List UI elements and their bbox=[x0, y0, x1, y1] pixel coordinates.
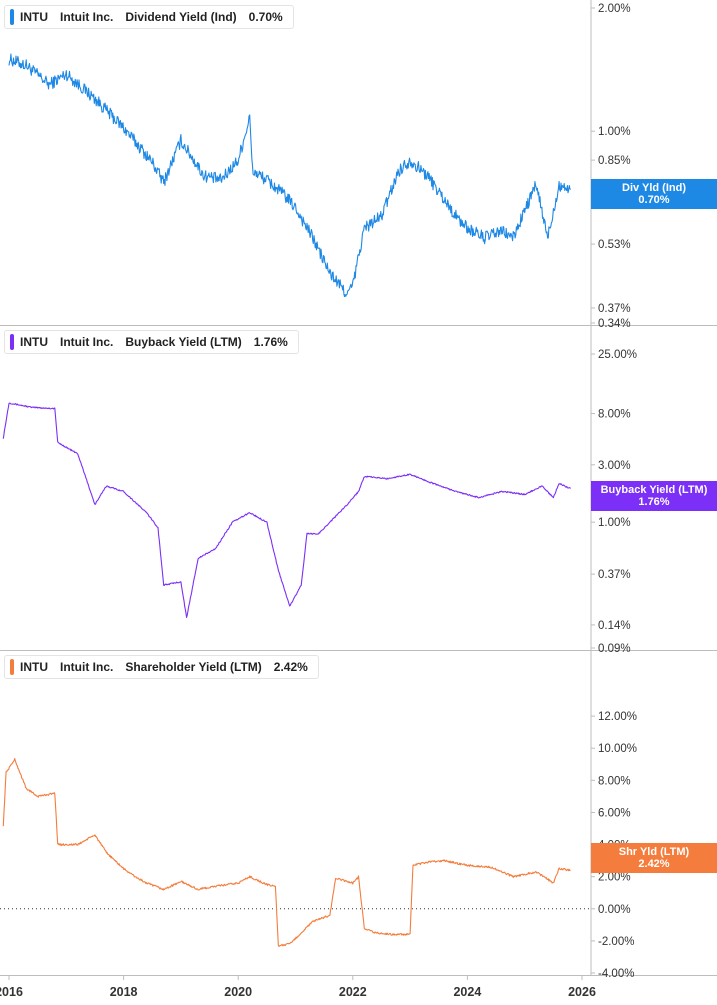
y-tick-label: 0.85% bbox=[598, 155, 631, 167]
y-tick-label: 8.00% bbox=[598, 775, 631, 787]
legend-metric: Shareholder Yield (LTM) bbox=[125, 660, 262, 674]
series-color-swatch bbox=[10, 659, 14, 675]
y-tick-label: 0.37% bbox=[598, 569, 631, 581]
flag-label: Div Yld (Ind) bbox=[622, 182, 686, 194]
buyback-yield-value-flag: Buyback Yield (LTM) 1.76% bbox=[591, 481, 717, 511]
shareholder-yield-panel: 12.00%10.00%8.00%6.00%4.00%2.00%0.00%-2.… bbox=[0, 711, 637, 980]
x-tick-label: 2024 bbox=[453, 985, 481, 999]
flag-value: 0.70% bbox=[638, 194, 670, 206]
legend-buyback-yield: INTU Intuit Inc. Buyback Yield (LTM) 1.7… bbox=[4, 330, 299, 354]
x-tick-label: 2026 bbox=[568, 985, 596, 999]
shareholder-yield-value-flag: Shr Yld (LTM) 2.42% bbox=[591, 843, 717, 873]
y-tick-label: 8.00% bbox=[598, 409, 631, 421]
y-tick-label: 12.00% bbox=[598, 711, 637, 723]
dividend-yield-panel: 2.00% 1.00% 0.85% 0.53% 0.37% 0.34% bbox=[8, 3, 631, 330]
legend-dividend-yield: INTU Intuit Inc. Dividend Yield (Ind) 0.… bbox=[4, 5, 294, 29]
series-line bbox=[2, 757, 571, 947]
flag-label: Shr Yld (LTM) bbox=[618, 846, 690, 858]
y-tick-label: 0.09% bbox=[598, 643, 631, 655]
y-tick-label: 0.37% bbox=[598, 303, 631, 315]
y-tick-label: 0.53% bbox=[598, 239, 631, 251]
series-color-swatch bbox=[10, 334, 14, 350]
x-tick-label: 2018 bbox=[110, 985, 138, 999]
flag-label: Buyback Yield (LTM) bbox=[600, 484, 708, 496]
legend-value: 1.76% bbox=[253, 335, 288, 349]
legend-ticker: INTU bbox=[20, 335, 48, 349]
series-line bbox=[2, 402, 571, 618]
dividend-yield-value-flag: Div Yld (Ind) 0.70% bbox=[591, 179, 717, 209]
y-tick-label: -2.00% bbox=[598, 936, 634, 948]
series-line bbox=[8, 53, 571, 298]
y-tick-label: -4.00% bbox=[598, 968, 634, 980]
y-tick-label: 10.00% bbox=[598, 743, 637, 755]
y-tick-label: 1.00% bbox=[598, 126, 631, 138]
legend-company: Intuit Inc. bbox=[60, 335, 114, 349]
flag-value: 2.42% bbox=[638, 858, 670, 870]
legend-ticker: INTU bbox=[20, 10, 48, 24]
y-tick-label: 2.00% bbox=[598, 3, 631, 15]
legend-company: Intuit Inc. bbox=[60, 660, 114, 674]
y-tick-label: 3.00% bbox=[598, 460, 631, 472]
flag-value: 1.76% bbox=[638, 496, 670, 508]
buyback-yield-panel: 25.00% 8.00% 3.00% 1.00% 0.37% 0.14% 0.09% bbox=[2, 349, 637, 655]
legend-shareholder-yield: INTU Intuit Inc. Shareholder Yield (LTM)… bbox=[4, 655, 319, 679]
legend-value: 2.42% bbox=[273, 660, 308, 674]
legend-metric: Buyback Yield (LTM) bbox=[125, 335, 242, 349]
x-tick-label: 2022 bbox=[339, 985, 367, 999]
y-tick-label: 6.00% bbox=[598, 807, 631, 819]
x-axis: 2016 2018 2020 2022 2024 2026 bbox=[0, 975, 596, 999]
y-tick-label: 0.00% bbox=[598, 904, 631, 916]
legend-company: Intuit Inc. bbox=[60, 10, 114, 24]
legend-metric: Dividend Yield (Ind) bbox=[125, 10, 237, 24]
x-tick-label: 2020 bbox=[224, 985, 252, 999]
series-color-swatch bbox=[10, 9, 14, 25]
x-tick-label: 2016 bbox=[0, 985, 23, 999]
y-tick-label: 1.00% bbox=[598, 517, 631, 529]
legend-value: 0.70% bbox=[248, 10, 283, 24]
y-tick-label: 0.34% bbox=[598, 318, 631, 330]
y-tick-label: 2.00% bbox=[598, 872, 631, 884]
y-tick-label: 0.14% bbox=[598, 620, 631, 632]
legend-ticker: INTU bbox=[20, 660, 48, 674]
y-tick-label: 25.00% bbox=[598, 349, 637, 361]
